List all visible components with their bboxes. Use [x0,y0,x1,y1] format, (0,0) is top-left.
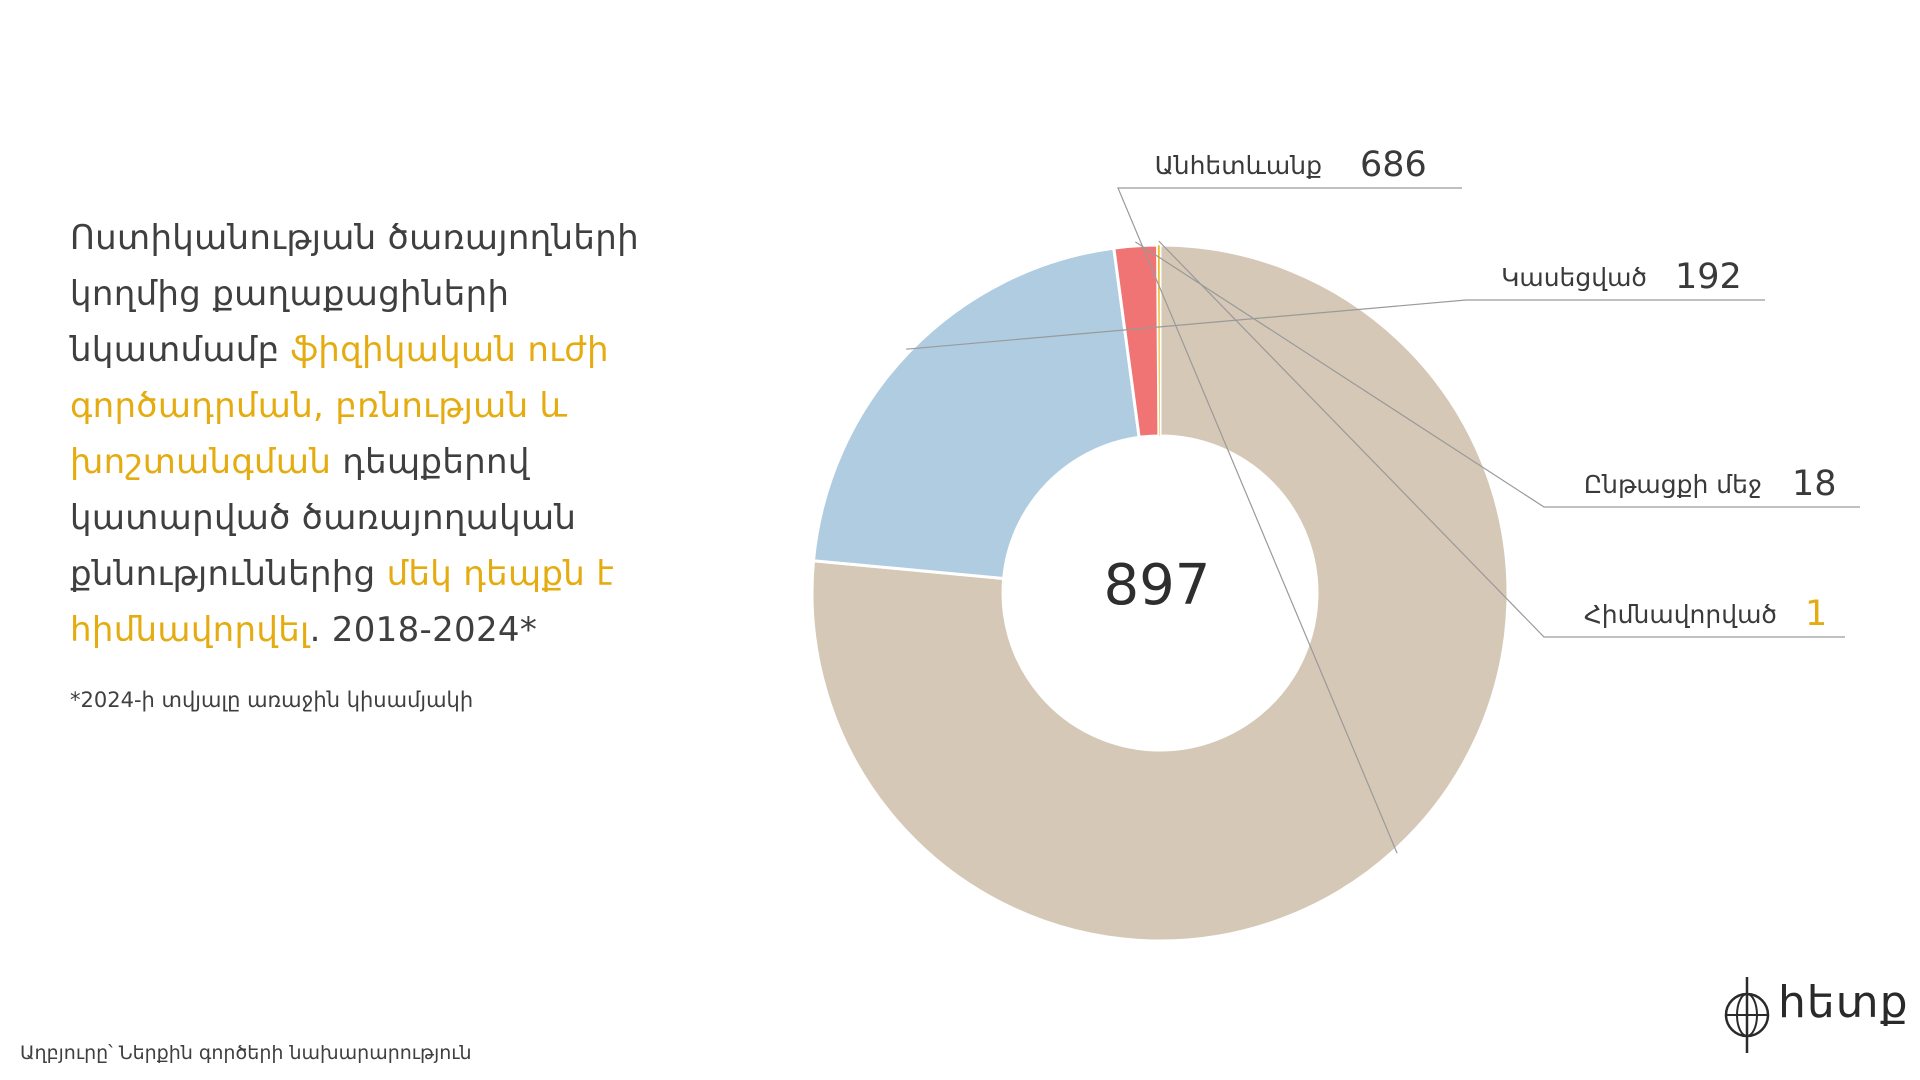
donut-slice-1 [810,243,1510,943]
headline-text-3: . 2018-2024* [309,610,538,650]
donut-slice-2 [811,246,1141,581]
leader-line-4 [1158,240,1845,638]
slice-label-3: Ընթացքի մեջ [1584,470,1762,499]
slice-label-4: Հիմնավորված [1584,600,1777,629]
headline: Ոստիկանության ծառայողների կողմից քաղաքաց… [70,210,670,658]
logo-text: hետք [1778,977,1909,1028]
headline-text-2: դեպքերով կատարված ծառայողական քննություն… [70,442,577,594]
slice-label-2: Կասեցված [1501,263,1647,292]
footnote: *2024-ի տվյալը առաջին կիսամյակի [70,688,474,712]
donut-slice-4 [1157,244,1161,437]
leader-line-3 [1135,241,1860,508]
headline-highlight-2: մեկ դեպքն է հիմնավորվել [70,554,615,650]
leader-line-1 [1117,187,1462,854]
headline-highlight-1: ֆիզիկական ուժի գործադրման, բռնության և խ… [70,330,609,482]
slice-value-2: 192 [1675,257,1742,297]
donut-total-label: 897 [1104,553,1211,618]
slice-value-4: 1 [1805,594,1827,634]
slice-value-3: 18 [1792,464,1837,504]
hetq-logo: hետք [1720,975,1910,1055]
slice-label-1: Անհետևանք [1155,151,1322,180]
leader-line-2 [906,299,1765,350]
source-note: Աղբյուրը՝ Ներքին գործերի նախարարություն [20,1042,472,1064]
slice-value-1: 686 [1360,145,1427,185]
globe-icon [1724,977,1770,1053]
headline-text-1: Ոստիկանության ծառայողների կողմից քաղաքաց… [70,218,639,370]
